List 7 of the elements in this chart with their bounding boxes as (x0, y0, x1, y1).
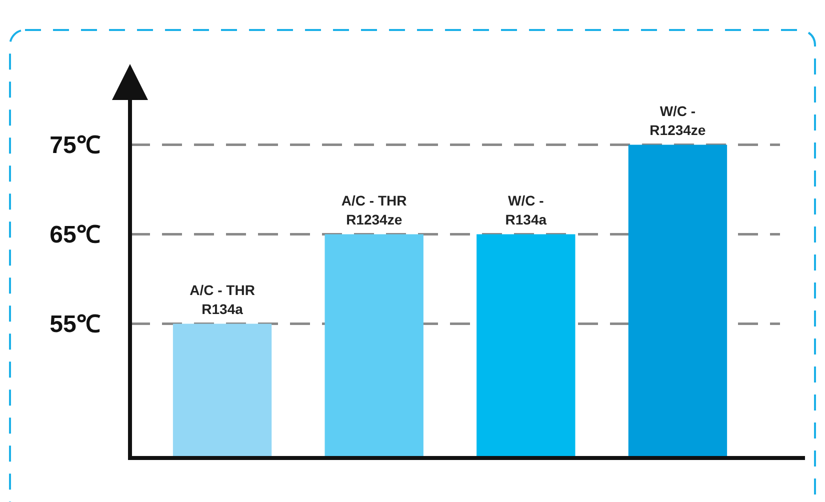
x-tick-label: A/C - THR R134a (190, 282, 255, 317)
x-tick-label: A/C - THR R1234ze (341, 192, 407, 228)
y-tick-label: 65℃ (50, 221, 100, 248)
x-tick-label: W/C - R134a (505, 192, 547, 228)
y-tick-label: 75℃ (50, 132, 100, 159)
x-tick-label: W/C - R1234ze (650, 102, 706, 138)
y-tick-label: 55℃ (50, 310, 100, 338)
